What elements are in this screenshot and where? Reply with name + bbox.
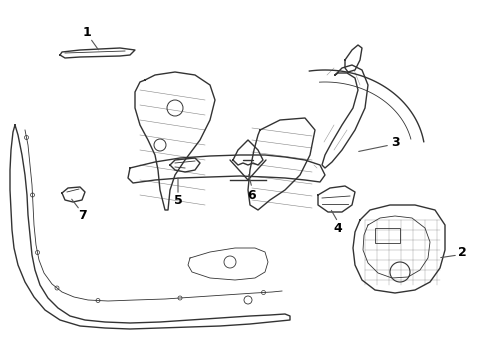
Text: 3: 3	[391, 135, 399, 149]
Text: 7: 7	[77, 208, 86, 221]
Text: 6: 6	[247, 189, 256, 202]
Text: 5: 5	[173, 194, 182, 207]
Text: 1: 1	[83, 26, 91, 39]
Text: 4: 4	[334, 221, 343, 234]
Text: 2: 2	[458, 247, 466, 260]
